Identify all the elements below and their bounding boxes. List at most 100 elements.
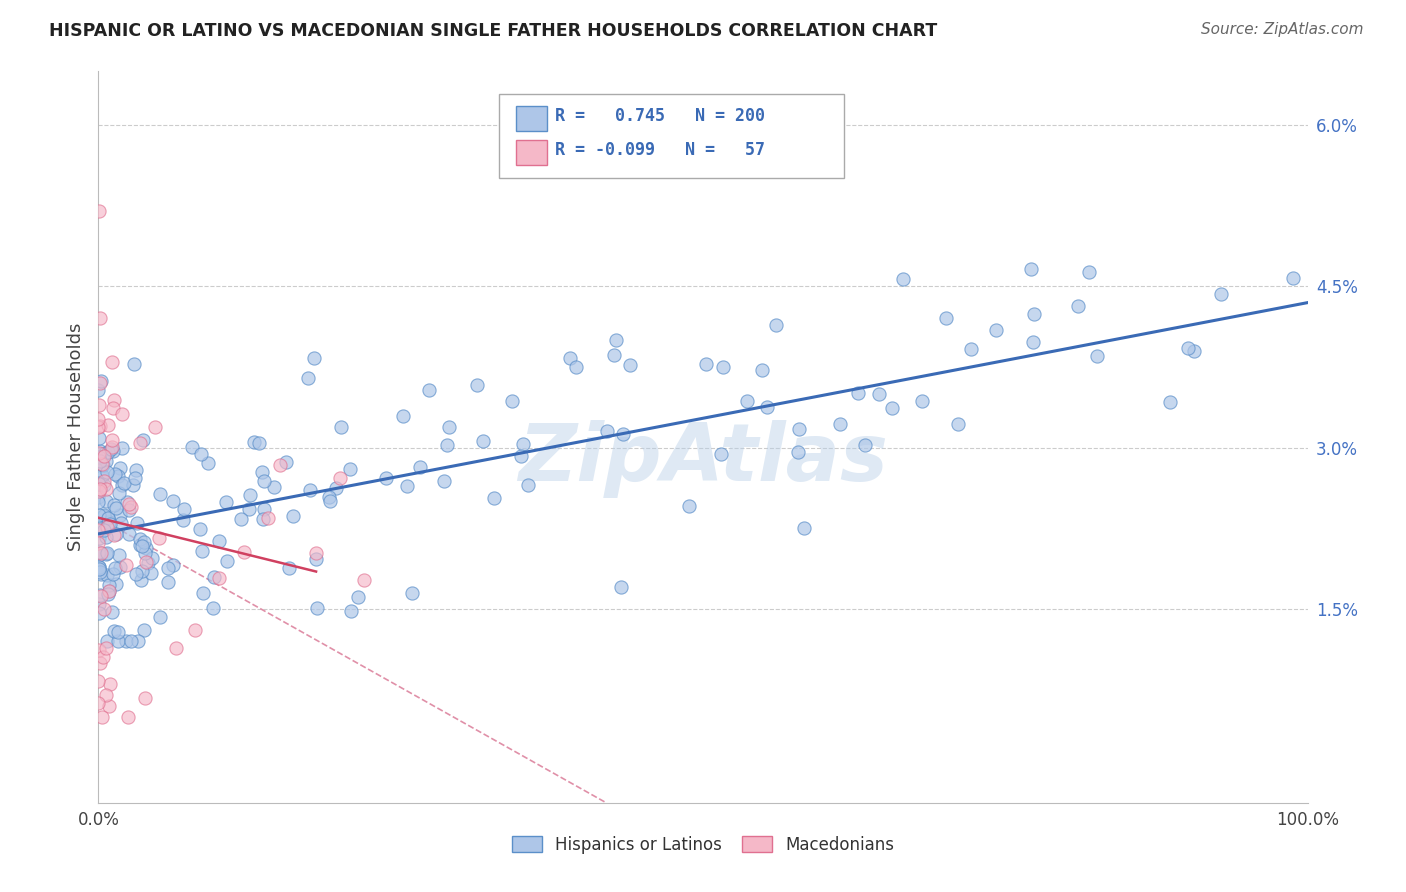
Point [353, 574, 375, 588]
Point [103, 393, 125, 408]
Point [97, 587, 120, 601]
Point [97, 578, 120, 592]
Point [232, 545, 254, 559]
Point [90, 546, 112, 560]
Point [87, 564, 110, 578]
Point [325, 481, 347, 495]
Point [787, 444, 810, 458]
Point [830, 417, 852, 431]
Point [202, 570, 225, 584]
Point [115, 495, 138, 509]
Point [132, 534, 155, 549]
Text: R = -0.099   N =   57: R = -0.099 N = 57 [555, 141, 765, 159]
Point [101, 605, 124, 619]
Point [517, 478, 540, 492]
Point [93, 602, 115, 616]
Point [564, 359, 586, 374]
Point [319, 494, 342, 508]
Point [94, 547, 117, 561]
Point [87, 522, 110, 536]
Point [735, 394, 758, 409]
Point [1182, 343, 1205, 358]
Point [104, 577, 127, 591]
Point [89, 477, 111, 491]
Point [299, 483, 322, 497]
Point [118, 503, 141, 517]
Point [120, 634, 142, 648]
Point [110, 461, 132, 475]
Point [959, 342, 981, 356]
Point [710, 447, 733, 461]
Point [297, 371, 319, 385]
Point [612, 426, 634, 441]
Legend: Hispanics or Latinos, Macedonians: Hispanics or Latinos, Macedonians [505, 829, 901, 860]
Point [501, 393, 523, 408]
Point [108, 559, 131, 574]
Point [107, 468, 129, 483]
Point [89, 565, 111, 579]
Point [1019, 261, 1042, 276]
Point [190, 446, 212, 460]
Point [91, 470, 114, 484]
Point [256, 511, 278, 525]
Point [181, 440, 204, 454]
Point [143, 420, 166, 434]
Point [89, 598, 111, 612]
Point [108, 486, 131, 500]
Point [1159, 395, 1181, 409]
Point [409, 460, 432, 475]
Point [610, 580, 633, 594]
Point [87, 446, 110, 460]
Point [96, 634, 118, 648]
Point [184, 624, 207, 638]
Point [87, 531, 110, 545]
Point [1085, 349, 1108, 363]
Point [122, 478, 145, 492]
Point [1067, 299, 1090, 313]
Point [90, 567, 112, 582]
Point [89, 484, 111, 499]
Point [111, 478, 134, 492]
Point [392, 409, 415, 424]
Point [87, 383, 110, 397]
Point [765, 318, 787, 332]
Point [135, 541, 157, 555]
Point [208, 571, 231, 585]
Y-axis label: Single Father Households: Single Father Households [66, 323, 84, 551]
Point [111, 407, 134, 421]
Point [472, 434, 495, 448]
Point [87, 696, 110, 710]
Point [117, 710, 139, 724]
Point [1177, 341, 1199, 355]
Point [678, 499, 700, 513]
Point [347, 590, 370, 604]
Point [605, 333, 627, 347]
Point [1078, 265, 1101, 279]
Point [197, 456, 219, 470]
Point [401, 586, 423, 600]
Point [132, 433, 155, 447]
Point [436, 438, 458, 452]
Point [87, 546, 110, 560]
Point [89, 376, 111, 391]
Point [935, 311, 957, 326]
Point [619, 359, 641, 373]
Point [131, 540, 153, 554]
Point [1022, 334, 1045, 349]
Point [193, 585, 215, 599]
Point [751, 363, 773, 377]
Point [188, 522, 211, 536]
Point [103, 528, 125, 542]
Point [107, 634, 129, 648]
Point [129, 532, 152, 546]
Point [101, 440, 124, 454]
Point [127, 516, 149, 530]
Point [339, 462, 361, 476]
Point [131, 564, 153, 578]
Point [148, 531, 170, 545]
Point [139, 566, 162, 580]
Point [135, 555, 157, 569]
Point [318, 490, 340, 504]
Point [101, 444, 124, 458]
Point [97, 511, 120, 525]
